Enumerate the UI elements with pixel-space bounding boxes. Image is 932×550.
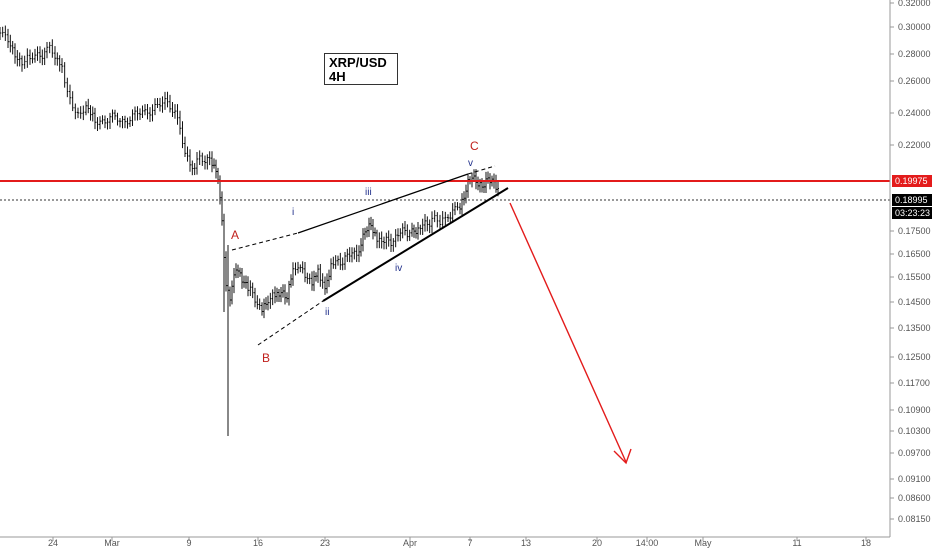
wave-label-ii: ii xyxy=(325,307,329,318)
y-tick-label: 0.17500 xyxy=(898,226,931,236)
y-tick-label: 0.09700 xyxy=(898,448,931,458)
x-tick-label: 13 xyxy=(521,538,531,548)
wedge-upper-dashed-ext xyxy=(467,165,496,175)
wave-label-C: C xyxy=(470,139,479,153)
y-tick-label: 0.09100 xyxy=(898,474,931,484)
y-tick-label: 0.14500 xyxy=(898,297,931,307)
x-tick-label: 24 xyxy=(48,538,58,548)
y-tick-label: 0.08600 xyxy=(898,493,931,503)
x-tick-label: 23 xyxy=(320,538,330,548)
last-price-badge: 0.18995 xyxy=(895,195,928,205)
y-tick-label: 0.12500 xyxy=(898,352,931,362)
wedge-upper-line xyxy=(297,173,469,234)
wave-label-A: A xyxy=(231,228,239,242)
y-tick-label: 0.15500 xyxy=(898,272,931,282)
overlays-group xyxy=(0,165,890,465)
x-tick-label: Mar xyxy=(104,538,120,548)
x-tick-label: 18 xyxy=(861,538,871,548)
wedge-upper-dashed xyxy=(231,232,299,251)
chart-timeframe: 4H xyxy=(329,69,346,84)
y-tick-label: 0.10300 xyxy=(898,426,931,436)
resistance-price-badge: 0.19975 xyxy=(895,176,928,186)
projection-arrow-head xyxy=(613,448,632,465)
x-tick-label: 7 xyxy=(467,538,472,548)
candles-group xyxy=(0,25,499,436)
x-tick-label: Apr xyxy=(403,538,417,548)
resistance-price-badge-bg xyxy=(892,175,932,187)
y-tick-label: 0.30000 xyxy=(898,22,931,32)
chart-title: XRP/USD xyxy=(329,55,387,70)
wedge-lower-line xyxy=(322,187,509,302)
countdown-badge: 03:23:23 xyxy=(895,208,930,218)
wave-label-iv: iv xyxy=(395,263,402,274)
y-tick-label: 0.32000 xyxy=(898,0,931,8)
chart-title-box: XRP/USD 4H xyxy=(324,53,398,85)
x-tick-label: 20 xyxy=(592,538,602,548)
wave-label-iii: iii xyxy=(365,187,372,198)
countdown-badge-bg xyxy=(892,207,932,219)
y-tick-label: 0.11700 xyxy=(898,378,930,388)
x-tick-label: May xyxy=(694,538,712,548)
y-tick-label: 0.22000 xyxy=(898,140,931,150)
x-tick-label: 14:00 xyxy=(636,538,659,548)
wave-label-B: B xyxy=(262,351,270,365)
last-price-badge-bg xyxy=(892,194,932,206)
x-tick-label: 9 xyxy=(186,538,191,548)
y-tick-label: 0.28000 xyxy=(898,49,931,59)
y-tick-label: 0.16500 xyxy=(898,249,931,259)
x-tick-label: 11 xyxy=(792,538,801,548)
y-tick-label: 0.10900 xyxy=(898,405,931,415)
projection-arrow-line xyxy=(509,202,627,463)
wave-label-v: v xyxy=(468,158,473,169)
y-tick-label: 0.13500 xyxy=(898,323,931,333)
y-tick-label: 0.24000 xyxy=(898,108,931,118)
wave-label-i: i xyxy=(292,207,294,218)
y-tick-label: 0.26000 xyxy=(898,76,931,86)
x-tick-label: 16 xyxy=(253,538,263,548)
y-tick-label: 0.08150 xyxy=(898,514,931,524)
wedge-lower-dashed xyxy=(257,300,324,346)
